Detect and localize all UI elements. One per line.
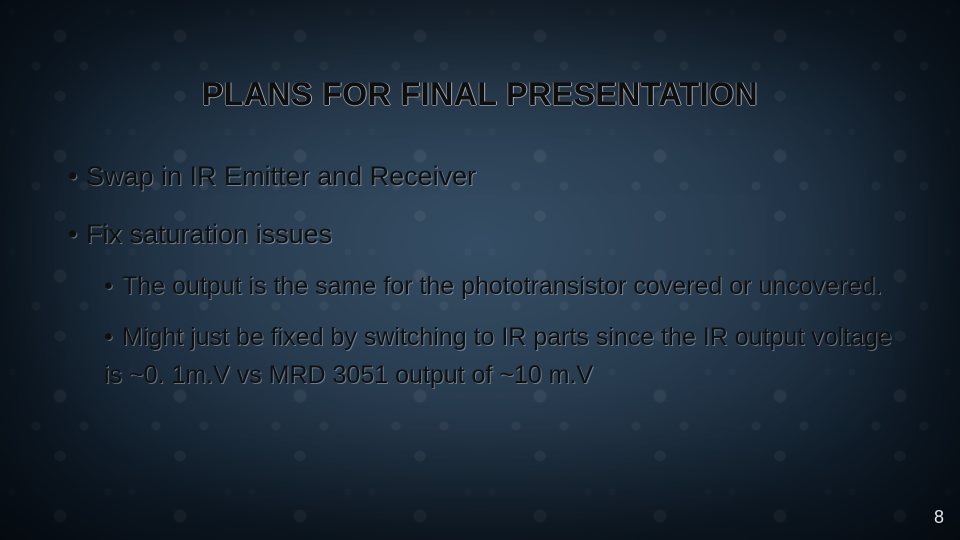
bullet-text: The output is the same for the phototran… [122, 272, 882, 300]
bullet-level2: •Might just be fixed by switching to IR … [104, 318, 908, 396]
page-number: 8 [934, 507, 944, 528]
slide: PLANS FOR FINAL PRESENTATION •Swap in IR… [0, 0, 960, 540]
bullet-level1: •Fix saturation issues •The output is th… [68, 216, 908, 395]
bullet-glyph: • [68, 158, 86, 194]
bullet-glyph: • [68, 216, 86, 252]
slide-content: •Swap in IR Emitter and Receiver •Fix sa… [68, 158, 908, 411]
bullet-text: Fix saturation issues [86, 219, 332, 249]
bullet-text: Might just be fixed by switching to IR p… [104, 323, 892, 390]
bullet-glyph: • [104, 318, 122, 357]
bullet-level1: •Swap in IR Emitter and Receiver [68, 158, 908, 194]
bullet-glyph: • [104, 267, 122, 306]
slide-title: PLANS FOR FINAL PRESENTATION [0, 76, 960, 113]
bullet-text: Swap in IR Emitter and Receiver [86, 161, 476, 191]
bullet-level2: •The output is the same for the phototra… [104, 267, 908, 306]
